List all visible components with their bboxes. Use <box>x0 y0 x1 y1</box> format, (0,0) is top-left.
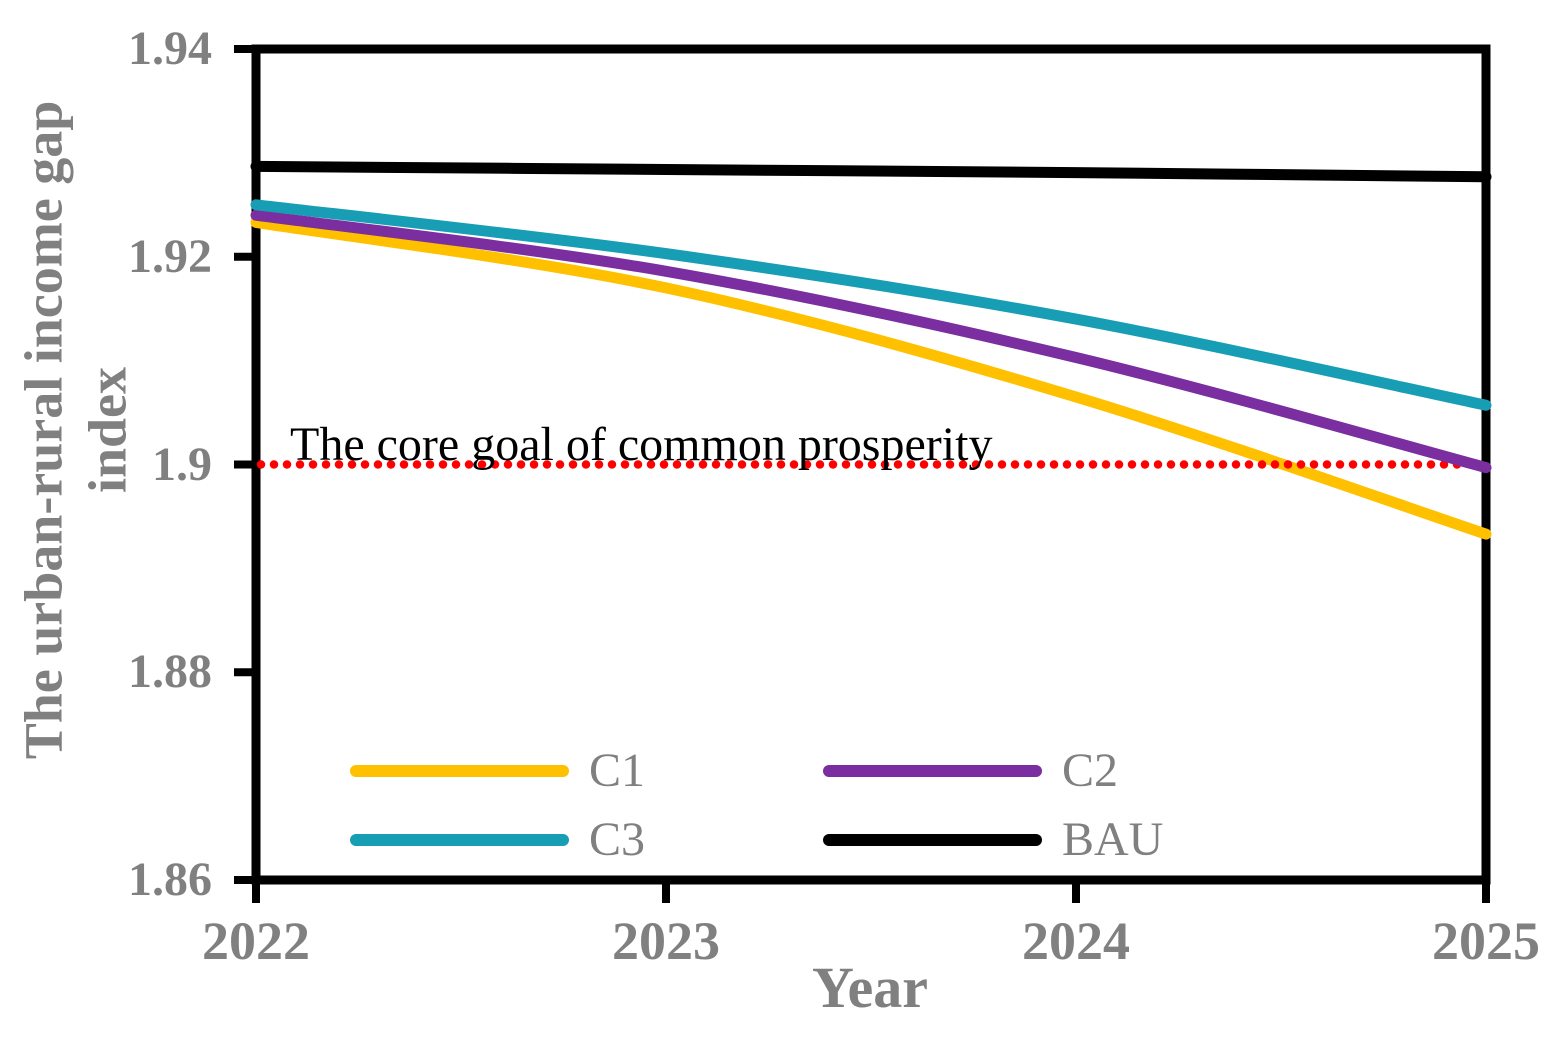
series-line-bau <box>250 160 1492 183</box>
x-tick-label: 2024 <box>1022 911 1130 971</box>
y-axis-title-line2: index <box>77 366 138 494</box>
legend-label-c2: C2 <box>1062 744 1119 797</box>
y-tick-label: 1.9 <box>152 437 212 491</box>
legend-item-c3: C3 <box>350 814 645 866</box>
y-axis-title-line1: The urban-rural income gap <box>13 100 74 760</box>
x-tick-label: 2025 <box>1432 911 1540 971</box>
legend-label-c1: C1 <box>589 744 646 797</box>
legend-swatch-c2 <box>823 765 1042 777</box>
x-axis-title: Year <box>812 955 928 1020</box>
series-line-c3 <box>250 199 1492 411</box>
legend-label-c3: C3 <box>589 813 646 866</box>
legend-item-c2: C2 <box>823 745 1118 797</box>
legend-swatch-c1 <box>350 765 569 777</box>
x-tick-label: 2022 <box>202 911 310 971</box>
legend-swatch-bau <box>823 834 1042 846</box>
legend-item-bau: BAU <box>823 814 1163 866</box>
y-tick-label: 1.94 <box>128 22 212 75</box>
x-tick-label: 2023 <box>612 911 720 971</box>
legend-label-bau: BAU <box>1062 813 1164 866</box>
legend-item-c1: C1 <box>350 745 645 797</box>
series-line-c1 <box>250 216 1492 540</box>
y-tick-label: 1.92 <box>128 229 212 283</box>
series-line-c2 <box>250 209 1492 474</box>
y-tick-label: 1.88 <box>128 645 212 699</box>
y-tick-label: 1.86 <box>128 853 212 906</box>
reference-line-label: The core goal of common prosperity <box>290 418 993 471</box>
legend-swatch-c3 <box>350 834 569 846</box>
y-axis-title: The urban-rural income gap index <box>12 15 140 846</box>
